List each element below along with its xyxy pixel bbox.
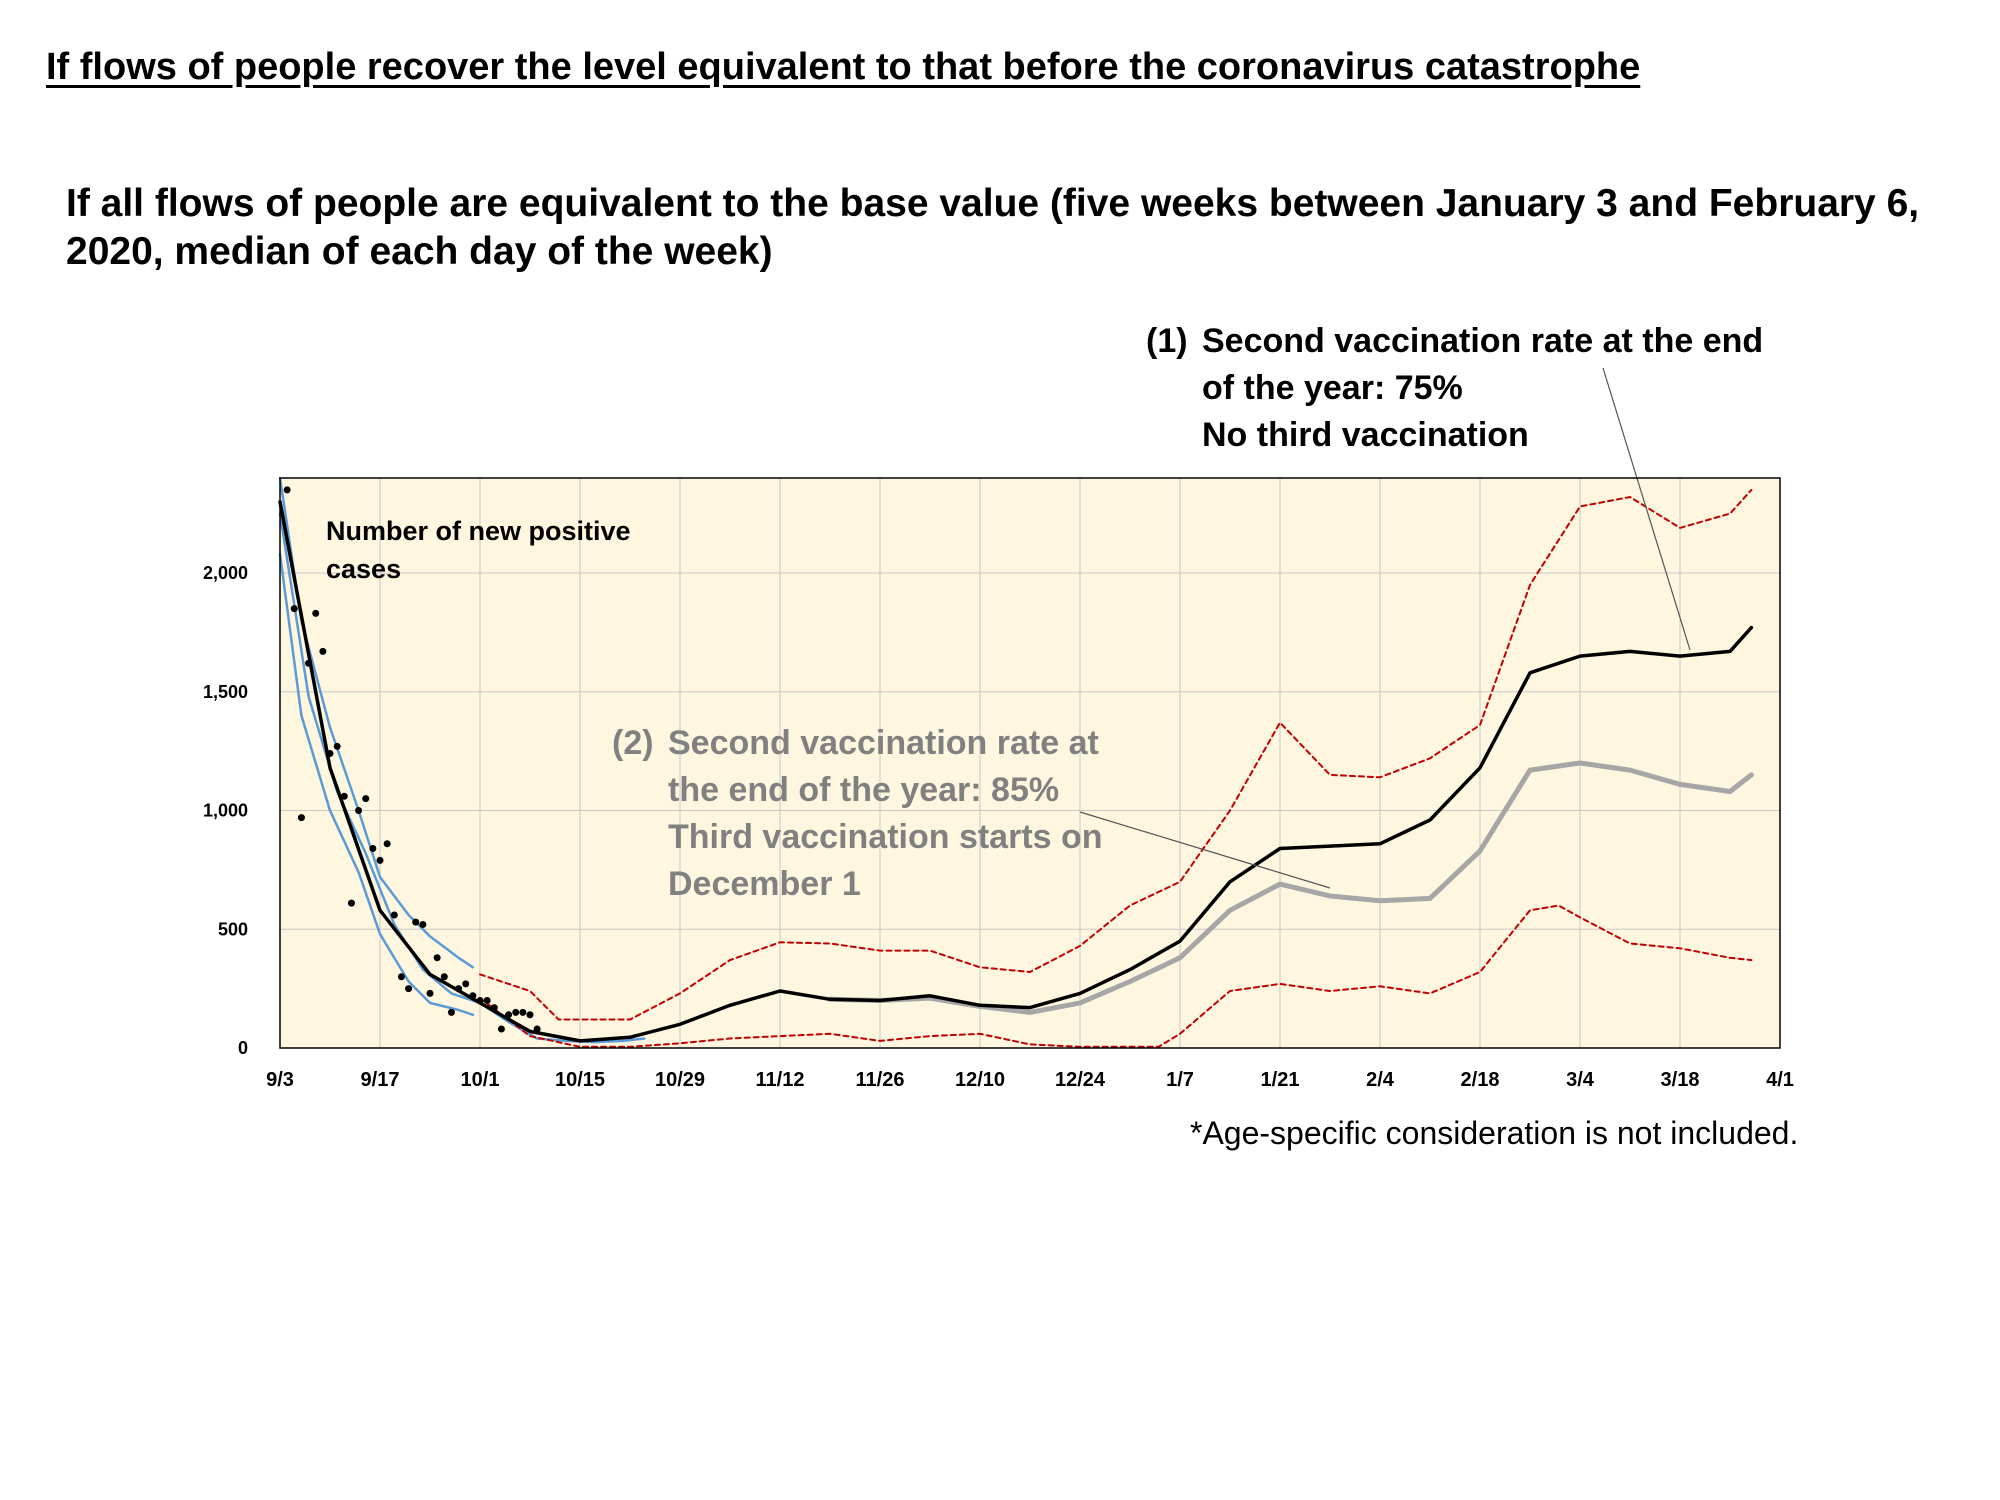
observed-data-point xyxy=(526,1011,534,1019)
x-tick-label: 3/4 xyxy=(1566,1069,1595,1091)
scenario-1-line: Second vaccination rate at the end xyxy=(1202,322,1764,360)
y-tick-label: 0 xyxy=(238,1038,248,1058)
observed-data-point xyxy=(490,1004,498,1012)
observed-data-point xyxy=(519,1008,527,1016)
lower-interval-line xyxy=(479,904,1753,1048)
x-tick-label: 12/10 xyxy=(955,1069,1005,1091)
scenario-2-number: (2) xyxy=(612,724,654,762)
upper-interval-line xyxy=(479,488,1753,1021)
observed-data-point xyxy=(512,1008,520,1016)
observed-data-point xyxy=(533,1025,541,1033)
observed-data-point xyxy=(397,973,405,981)
observed-data-point xyxy=(426,989,434,997)
observed-data-point xyxy=(412,918,420,926)
observed-data-point xyxy=(405,985,413,993)
observed-data-point xyxy=(505,1011,513,1019)
scenario-2-annotation: (2) Second vaccination rate at the end o… xyxy=(612,720,1312,903)
observed-data-point xyxy=(340,792,348,800)
observed-data-point xyxy=(419,921,427,928)
scenario-2-line: Second vaccination rate at xyxy=(668,724,1099,762)
scenario-1-line: No third vaccination xyxy=(1202,415,1529,454)
x-tick-label: 3/18 xyxy=(1661,1069,1700,1091)
y-tick-label: 1,000 xyxy=(203,801,248,821)
observed-data-point xyxy=(476,997,484,1004)
observed-data-point xyxy=(483,997,491,1004)
x-tick-label: 4/1 xyxy=(1766,1069,1794,1091)
observed-data-point xyxy=(333,742,341,750)
observed-data-point xyxy=(290,605,298,613)
observed-data-point xyxy=(447,1008,455,1016)
series-1-line xyxy=(278,500,1754,1043)
scenario-2-leader-line xyxy=(1079,811,1331,889)
observed-data-point xyxy=(297,814,305,822)
x-tick-label: 9/17 xyxy=(361,1069,400,1091)
observed-data-point xyxy=(469,992,477,1000)
scenario-1-leader-line xyxy=(1602,367,1691,651)
observed-data-point xyxy=(283,486,291,494)
observed-data-point xyxy=(390,911,398,919)
observed-data-point xyxy=(319,647,327,655)
x-tick-label: 2/4 xyxy=(1366,1069,1395,1091)
scenario-1-number: (1) xyxy=(1146,322,1188,360)
observed-data-point xyxy=(312,609,320,617)
observed-data-point xyxy=(376,856,384,864)
x-tick-label: 2/18 xyxy=(1461,1069,1500,1091)
x-tick-label: 10/29 xyxy=(655,1069,705,1091)
scenario-2-line: the end of the year: 85% xyxy=(668,770,1060,809)
x-tick-label: 10/1 xyxy=(461,1069,500,1091)
scenario-2-line: December 1 xyxy=(668,864,861,903)
observed-data-point xyxy=(462,980,470,988)
y-tick-label: 2,000 xyxy=(203,563,248,583)
x-tick-label: 9/3 xyxy=(266,1069,294,1091)
observed-data-point xyxy=(455,985,463,993)
fitted-upper-line xyxy=(278,476,475,969)
x-tick-label: 11/26 xyxy=(856,1069,905,1091)
observed-data-point xyxy=(305,659,313,667)
chart-subtitle: If all flows of people are equivalent to… xyxy=(66,182,1920,273)
page-title: If flows of people recover the level equ… xyxy=(46,46,1641,88)
observed-data-point xyxy=(433,954,441,962)
observed-data-point xyxy=(440,973,448,981)
x-tick-label: 1/21 xyxy=(1261,1069,1300,1091)
scenario-2-line: Third vaccination starts on xyxy=(668,817,1103,856)
scenario-1-line: of the year: 75% xyxy=(1202,368,1463,407)
plot-frame xyxy=(279,477,1781,1049)
observed-data-point xyxy=(497,1025,505,1033)
observed-data-point xyxy=(355,807,363,814)
y-axis-label: Number of new positive cases xyxy=(326,516,631,584)
footnote: *Age-specific consideration is not inclu… xyxy=(1190,1115,1799,1151)
observed-data-point xyxy=(362,795,370,803)
observed-data-point xyxy=(347,899,355,907)
fitted-lower-line xyxy=(278,552,475,1017)
y-tick-label: 1,500 xyxy=(203,682,248,702)
x-tick-label: 12/24 xyxy=(1055,1069,1106,1091)
observed-data-point xyxy=(369,845,377,852)
y-tick-label: 500 xyxy=(218,919,248,939)
x-tick-label: 1/7 xyxy=(1166,1069,1194,1091)
x-tick-label: 10/15 xyxy=(555,1069,605,1091)
observed-data-point xyxy=(383,840,391,848)
x-tick-label: 11/12 xyxy=(756,1069,805,1091)
scenario-1-annotation: (1) Second vaccination rate at the end o… xyxy=(1146,318,1946,468)
observed-data-point xyxy=(326,750,334,757)
